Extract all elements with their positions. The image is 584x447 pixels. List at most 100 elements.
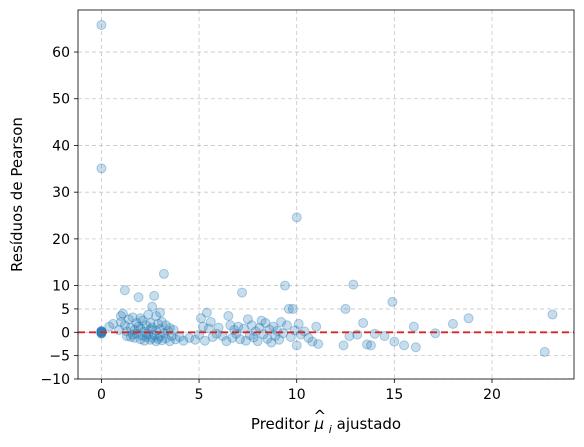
y-tick-label: 50 (52, 92, 70, 108)
data-point (365, 340, 376, 351)
data-point (250, 326, 261, 337)
data-point (338, 340, 349, 351)
data-point (141, 320, 152, 331)
data-point (155, 324, 166, 335)
data-point (246, 320, 257, 331)
data-point (348, 279, 359, 290)
y-tick-label: 60 (52, 45, 70, 61)
data-point (196, 313, 207, 324)
data-point (178, 335, 189, 346)
data-point (233, 321, 244, 332)
data-point (447, 318, 458, 329)
data-point (199, 335, 210, 346)
data-point (283, 303, 294, 314)
data-point (291, 212, 302, 223)
data-point (307, 336, 318, 347)
data-point (108, 318, 119, 329)
data-point (125, 331, 136, 342)
data-point (369, 328, 380, 339)
data-point (547, 309, 558, 320)
data-point (155, 307, 166, 318)
data-point (156, 317, 167, 328)
data-point (115, 310, 126, 321)
x-tick-label: 0 (97, 387, 106, 403)
x-tick-label: 15 (385, 387, 403, 403)
data-point (137, 330, 148, 341)
data-point (129, 332, 140, 343)
data-point (158, 328, 169, 339)
data-point (117, 308, 128, 319)
data-point (358, 317, 369, 328)
data-point (131, 317, 142, 328)
x-axis-label-symbol: μ (313, 415, 324, 433)
data-point (143, 309, 154, 320)
y-tick-label: 5 (61, 302, 70, 318)
x-axis-label-hat: ^ (313, 407, 326, 425)
data-point (96, 326, 107, 337)
data-point (463, 313, 474, 324)
data-point (235, 334, 246, 345)
data-point (153, 333, 164, 344)
data-point (133, 321, 144, 332)
y-tick-label: 20 (52, 232, 70, 248)
data-point (248, 332, 259, 343)
data-point (362, 339, 373, 350)
data-point (149, 290, 160, 301)
data-point (237, 287, 248, 298)
x-axis-label-prefix: Preditor (251, 415, 315, 433)
y-tick-label: −5 (49, 349, 70, 365)
data-point (170, 334, 181, 345)
x-tick-label: 10 (288, 387, 306, 403)
x-axis-ticks: 0 5 10 15 20 (97, 379, 501, 403)
data-point (119, 320, 130, 331)
data-point (291, 340, 302, 351)
data-point (201, 307, 212, 318)
data-point (151, 310, 162, 321)
data-point (137, 315, 148, 326)
data-point (268, 321, 279, 332)
data-point (139, 335, 150, 346)
data-point (379, 331, 390, 342)
data-point (276, 317, 287, 328)
data-point (281, 320, 292, 331)
data-point (96, 163, 107, 174)
plot-frame (77, 9, 575, 380)
data-point (344, 331, 355, 342)
data-point (287, 303, 298, 314)
data-point (299, 326, 310, 337)
data-point (115, 317, 126, 328)
data-point (96, 328, 107, 339)
data-point (121, 326, 132, 337)
data-point (266, 337, 277, 348)
data-point (164, 336, 175, 347)
y-axis-ticks: −10 −5 0 5 10 20 30 40 50 60 (40, 45, 78, 388)
data-point (184, 332, 195, 343)
data-point (147, 322, 158, 333)
data-point (205, 317, 216, 328)
data-point (313, 338, 324, 349)
data-point (270, 331, 281, 342)
data-point (133, 292, 144, 303)
data-point (340, 303, 351, 314)
data-point (539, 346, 550, 357)
data-point (399, 340, 410, 351)
x-axis-label: Preditor μ i ajustado (251, 415, 401, 437)
data-point (139, 326, 150, 337)
data-point (156, 335, 167, 346)
data-point (311, 321, 322, 332)
data-point (278, 328, 289, 339)
data-point (408, 321, 419, 332)
x-tick-label: 20 (483, 387, 501, 403)
data-point (410, 342, 421, 353)
data-point (227, 332, 238, 343)
data-point (242, 314, 253, 325)
data-point (223, 310, 234, 321)
data-point (389, 336, 400, 347)
data-point (279, 280, 290, 291)
y-tick-label: 0 (61, 325, 70, 341)
data-point (153, 318, 164, 329)
y-tick-label: 10 (52, 279, 70, 295)
x-axis-label-subscript: i (329, 423, 332, 436)
data-point (147, 332, 158, 343)
